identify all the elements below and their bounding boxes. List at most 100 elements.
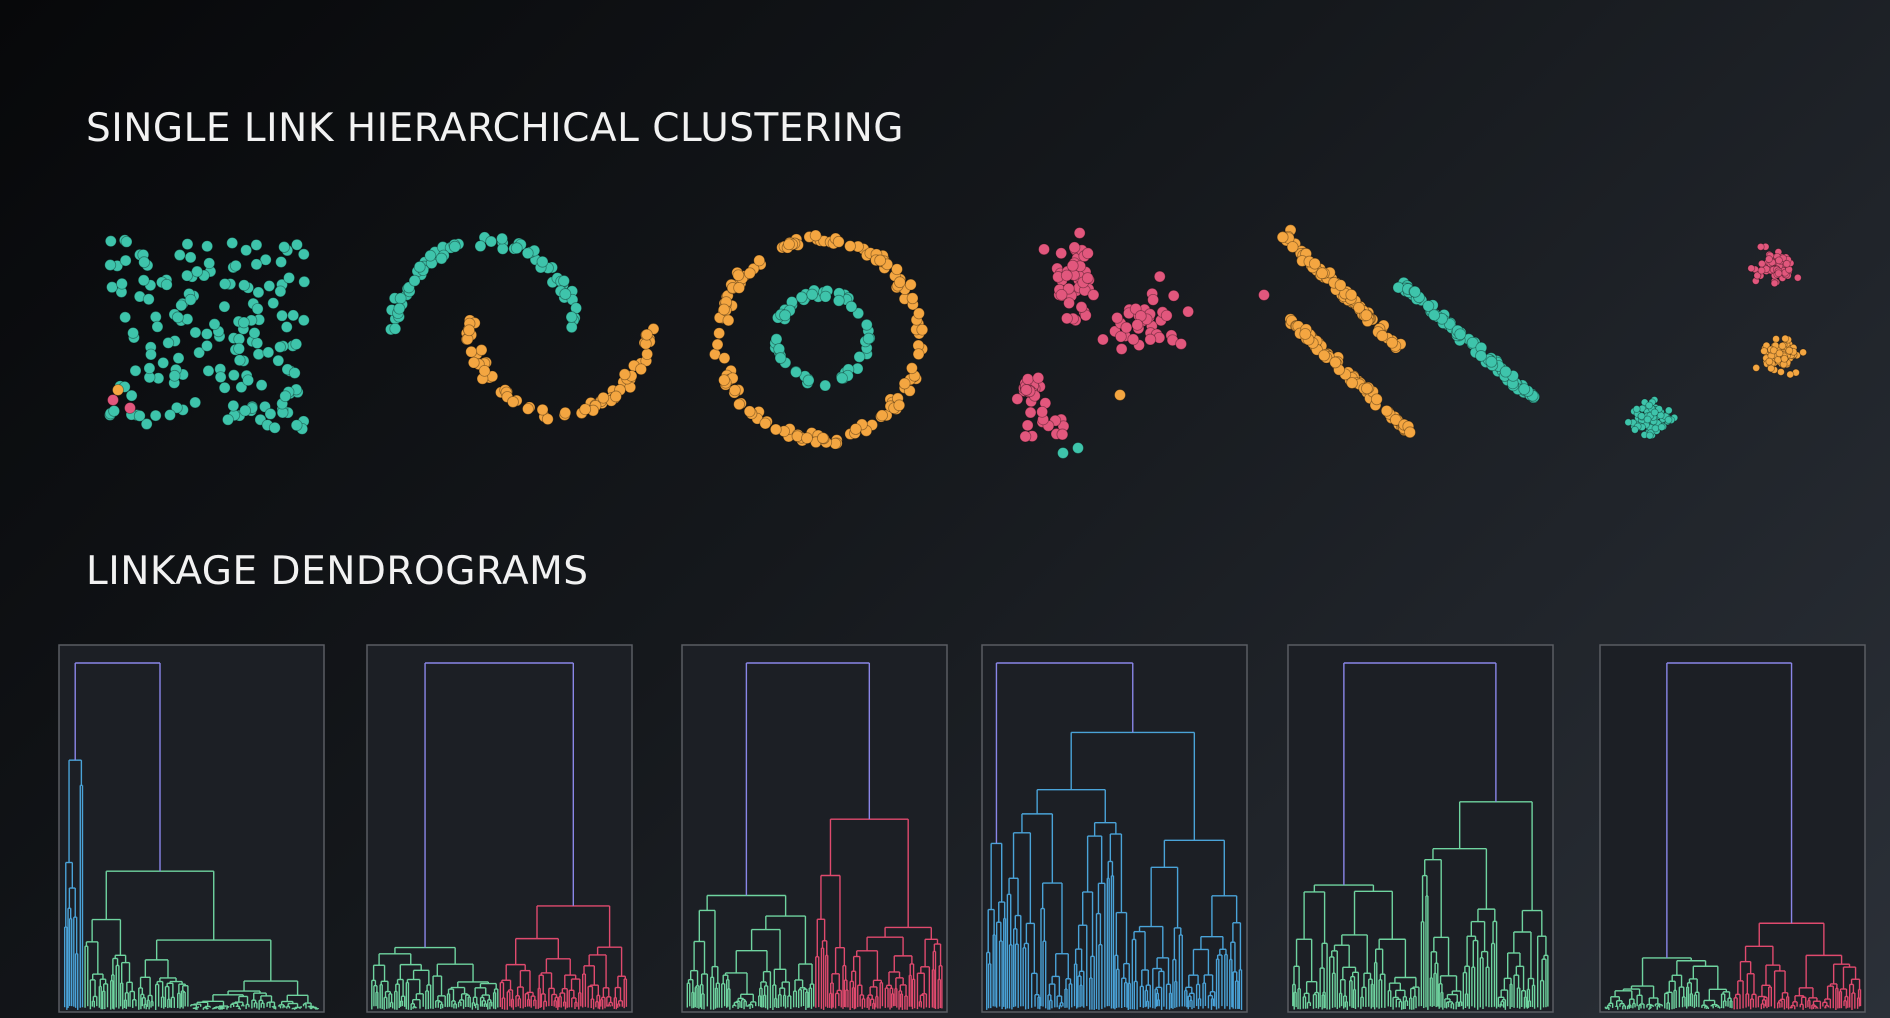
scatter-point [1485,355,1498,368]
scatter-point [112,384,124,396]
scatter-point [832,235,845,248]
scatter-point [1782,259,1791,268]
scatter-point [906,362,918,375]
scatter-point [862,332,875,345]
scatter-point [465,345,478,358]
scatter-point [1011,393,1024,405]
scatter-point [106,281,118,294]
scatter-point [1389,413,1402,426]
scatter-point [297,248,310,261]
scatter-point [1038,243,1050,256]
scatter-point [904,278,917,291]
scatter-point [170,401,183,414]
scatter-point [733,398,746,411]
scatter-point [218,278,231,290]
dendrogram-frame [681,644,948,1013]
scatter-point [184,251,197,264]
scatter-point [718,352,731,365]
scatter-point [149,409,162,422]
scatter-point [1182,305,1195,318]
scatter-point [1386,336,1398,349]
scatter-point [279,390,292,403]
scatter-point [844,240,856,253]
scatter-point [233,342,245,355]
scatter-point [769,423,782,436]
scatter-point [713,327,726,340]
scatter-point [559,288,572,300]
scatter-point [252,348,265,361]
scatter-point [845,300,858,313]
scatter-point [208,318,221,331]
scatter-point [743,405,756,418]
scatter-point [248,327,261,339]
scatter-point [1770,279,1779,288]
scatter-point [1765,255,1773,263]
scatter-point [1115,343,1128,355]
scatter-point [408,274,421,287]
scatter-point [597,391,610,404]
scatter-point [278,241,291,253]
scatter-point [203,257,216,270]
scatter-point [1160,309,1173,322]
scatter-point [124,402,136,414]
scatter-point [235,381,248,394]
scatter-point [819,379,832,392]
scatter-point [1073,227,1086,239]
scatter-point [1175,338,1187,350]
scatter-point [912,348,925,361]
scatter-point [393,302,406,315]
scatter-point [1757,259,1766,268]
scatter-point [238,279,250,292]
scatter-point [251,302,264,315]
scatter-point [267,297,280,310]
scatter-point [522,402,534,415]
scatter-point [218,300,231,313]
scatter-point [119,311,132,324]
scatter-point [474,240,487,252]
scatter-point [142,293,155,306]
scatter-point [1757,266,1766,275]
scatter-point [237,316,250,329]
scatter-point [1443,318,1456,330]
scatter-point [475,344,488,356]
scatter-point [137,274,150,287]
scatter-point [1376,330,1389,342]
scatter-point [1120,321,1133,334]
scatter-point [189,396,202,409]
scatter-point [711,338,724,351]
scatter-point [1329,356,1342,369]
scatter-point [1353,301,1365,314]
scatter-point [779,309,791,322]
scatter-point [133,409,146,422]
scatter-point [280,321,293,333]
scatter-point [202,365,215,377]
scatter-point [722,314,735,327]
scatter-point [809,229,822,242]
scatter-point [1167,289,1180,302]
scatter-point [298,275,311,288]
scatter-point [1422,300,1435,312]
scatter-point [143,362,156,375]
scatter-point [618,368,631,381]
scatter-point [104,235,117,248]
scatter-point [1645,431,1654,440]
scatter-point [263,280,276,292]
scatter-point [120,235,133,248]
scatter-point [1778,341,1787,350]
scatter-point [240,244,253,257]
scatter-point [1781,334,1790,343]
scatter-point [107,394,119,406]
scatter-point [1345,288,1358,301]
scatter-point [229,259,242,272]
scatter-point [819,290,832,303]
scatter-point [510,242,523,255]
scatter-point [463,324,476,337]
scatter-point [227,399,240,412]
scatter-point [276,309,288,322]
scatter-point [1020,384,1033,396]
scatter-point [536,403,549,416]
scatter-point [832,294,845,307]
scatter-point [1021,373,1034,386]
scatter-point [1299,328,1312,340]
scatter-point [252,286,265,299]
